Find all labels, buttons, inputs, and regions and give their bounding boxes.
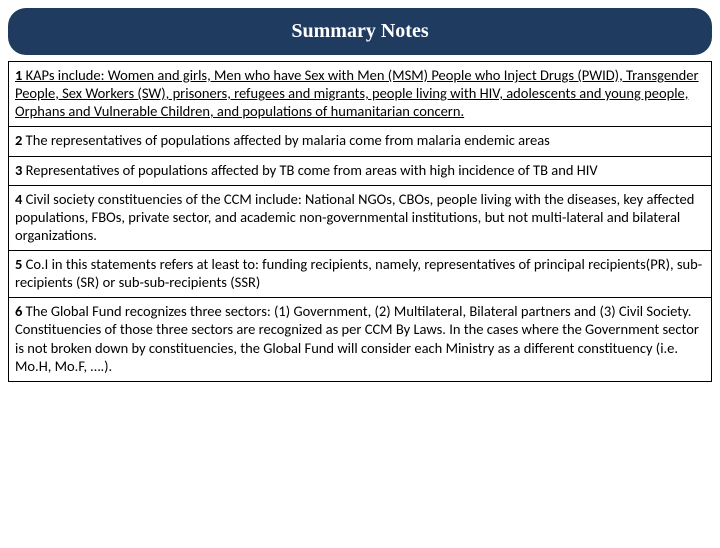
header-banner: Summary Notes <box>8 8 712 55</box>
note-cell: 2 The representatives of populations aff… <box>9 127 712 156</box>
note-cell: 4 Civil society constituencies of the CC… <box>9 185 712 250</box>
note-text: Civil society constituencies of the CCM … <box>15 190 694 244</box>
note-cell: 3 Representatives of populations affecte… <box>9 156 712 185</box>
note-cell: 6 The Global Fund recognizes three secto… <box>9 298 712 382</box>
note-cell: 1 KAPs include: Women and girls, Men who… <box>9 62 712 127</box>
table-row: 4 Civil society constituencies of the CC… <box>9 185 712 250</box>
note-text: Representatives of populations affected … <box>22 161 597 179</box>
note-text: Co.I in this statements refers at least … <box>15 255 702 291</box>
page-title: Summary Notes <box>291 20 428 42</box>
table-row: 1 KAPs include: Women and girls, Men who… <box>9 62 712 127</box>
table-row: 5 Co.I in this statements refers at leas… <box>9 251 712 298</box>
table-row: 6 The Global Fund recognizes three secto… <box>9 298 712 382</box>
table-row: 2 The representatives of populations aff… <box>9 127 712 156</box>
table-row: 3 Representatives of populations affecte… <box>9 156 712 185</box>
note-text: KAPs include: Women and girls, Men who h… <box>15 66 699 120</box>
note-text: The representatives of populations affec… <box>22 131 549 149</box>
note-text: The Global Fund recognizes three sectors… <box>15 302 699 374</box>
note-cell: 5 Co.I in this statements refers at leas… <box>9 251 712 298</box>
notes-table: 1 KAPs include: Women and girls, Men who… <box>8 61 712 382</box>
